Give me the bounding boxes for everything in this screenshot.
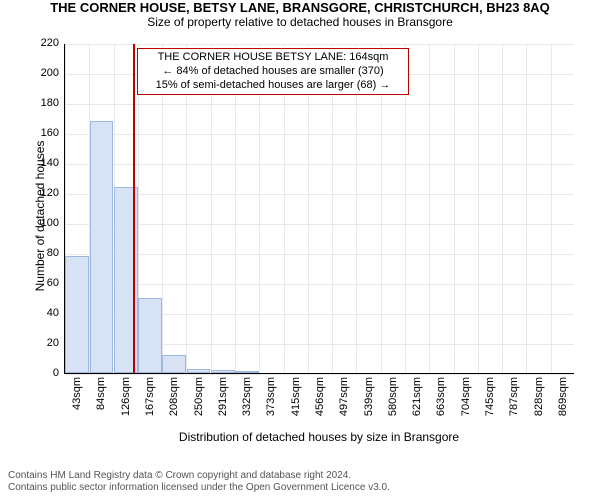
x-tick: 663sqm — [435, 373, 447, 416]
x-tick: 539sqm — [363, 373, 375, 416]
y-axis-label: Number of detached houses — [33, 116, 47, 316]
y-tick: 200 — [41, 67, 65, 79]
x-tick: 621sqm — [411, 373, 423, 416]
x-tick: 745sqm — [484, 373, 496, 416]
x-tick: 373sqm — [265, 373, 277, 416]
histogram-bar — [187, 369, 211, 374]
histogram-bar — [235, 371, 259, 373]
x-tick: 208sqm — [168, 373, 180, 416]
x-tick: 497sqm — [338, 373, 350, 416]
x-tick: 291sqm — [217, 373, 229, 416]
x-tick: 332sqm — [241, 373, 253, 416]
gridline-v — [502, 44, 503, 373]
gridline-h — [65, 164, 574, 165]
y-tick: 220 — [41, 37, 65, 49]
footer-line: Contains public sector information licen… — [8, 482, 390, 494]
histogram-bar — [138, 298, 162, 373]
chart-subtitle: Size of property relative to detached ho… — [0, 15, 600, 29]
gridline-h — [65, 224, 574, 225]
gridline-v — [551, 44, 552, 373]
x-tick: 43sqm — [71, 373, 83, 410]
y-tick: 0 — [53, 367, 65, 379]
y-tick: 60 — [47, 277, 65, 289]
y-tick: 180 — [41, 97, 65, 109]
gridline-h — [65, 254, 574, 255]
x-tick: 126sqm — [120, 373, 132, 416]
gridline-v — [478, 44, 479, 373]
gridline-h — [65, 134, 574, 135]
footer-notes: Contains HM Land Registry data © Crown c… — [8, 470, 390, 494]
annotation-line: 15% of semi-detached houses are larger (… — [144, 79, 402, 93]
chart-container: THE CORNER HOUSE, BETSY LANE, BRANSGORE,… — [0, 0, 600, 500]
y-tick: 40 — [47, 307, 65, 319]
annotation-box: THE CORNER HOUSE BETSY LANE: 164sqm← 84%… — [137, 48, 409, 95]
gridline-v — [526, 44, 527, 373]
histogram-bar — [211, 370, 235, 373]
histogram-bar — [162, 355, 186, 373]
plot-area: 02040608010012014016018020022043sqm84sqm… — [64, 44, 574, 374]
y-tick: 20 — [47, 337, 65, 349]
x-tick: 456sqm — [314, 373, 326, 416]
x-tick: 869sqm — [557, 373, 569, 416]
x-tick: 828sqm — [533, 373, 545, 416]
gridline-h — [65, 104, 574, 105]
gridline-v — [429, 44, 430, 373]
histogram-bar — [90, 121, 114, 373]
footer-line: Contains HM Land Registry data © Crown c… — [8, 470, 390, 482]
gridline-h — [65, 44, 574, 45]
x-tick: 787sqm — [508, 373, 520, 416]
gridline-h — [65, 284, 574, 285]
x-tick: 704sqm — [460, 373, 472, 416]
y-tick: 80 — [47, 247, 65, 259]
chart-title: THE CORNER HOUSE, BETSY LANE, BRANSGORE,… — [0, 0, 600, 15]
annotation-line: ← 84% of detached houses are smaller (37… — [144, 65, 402, 79]
gridline-v — [454, 44, 455, 373]
x-axis-label: Distribution of detached houses by size … — [64, 430, 574, 444]
reference-line — [133, 44, 135, 373]
histogram-bar — [65, 256, 89, 373]
annotation-line: THE CORNER HOUSE BETSY LANE: 164sqm — [144, 51, 402, 65]
x-tick: 84sqm — [95, 373, 107, 410]
x-tick: 167sqm — [144, 373, 156, 416]
gridline-h — [65, 194, 574, 195]
x-tick: 580sqm — [387, 373, 399, 416]
x-tick: 415sqm — [290, 373, 302, 416]
x-tick: 250sqm — [193, 373, 205, 416]
